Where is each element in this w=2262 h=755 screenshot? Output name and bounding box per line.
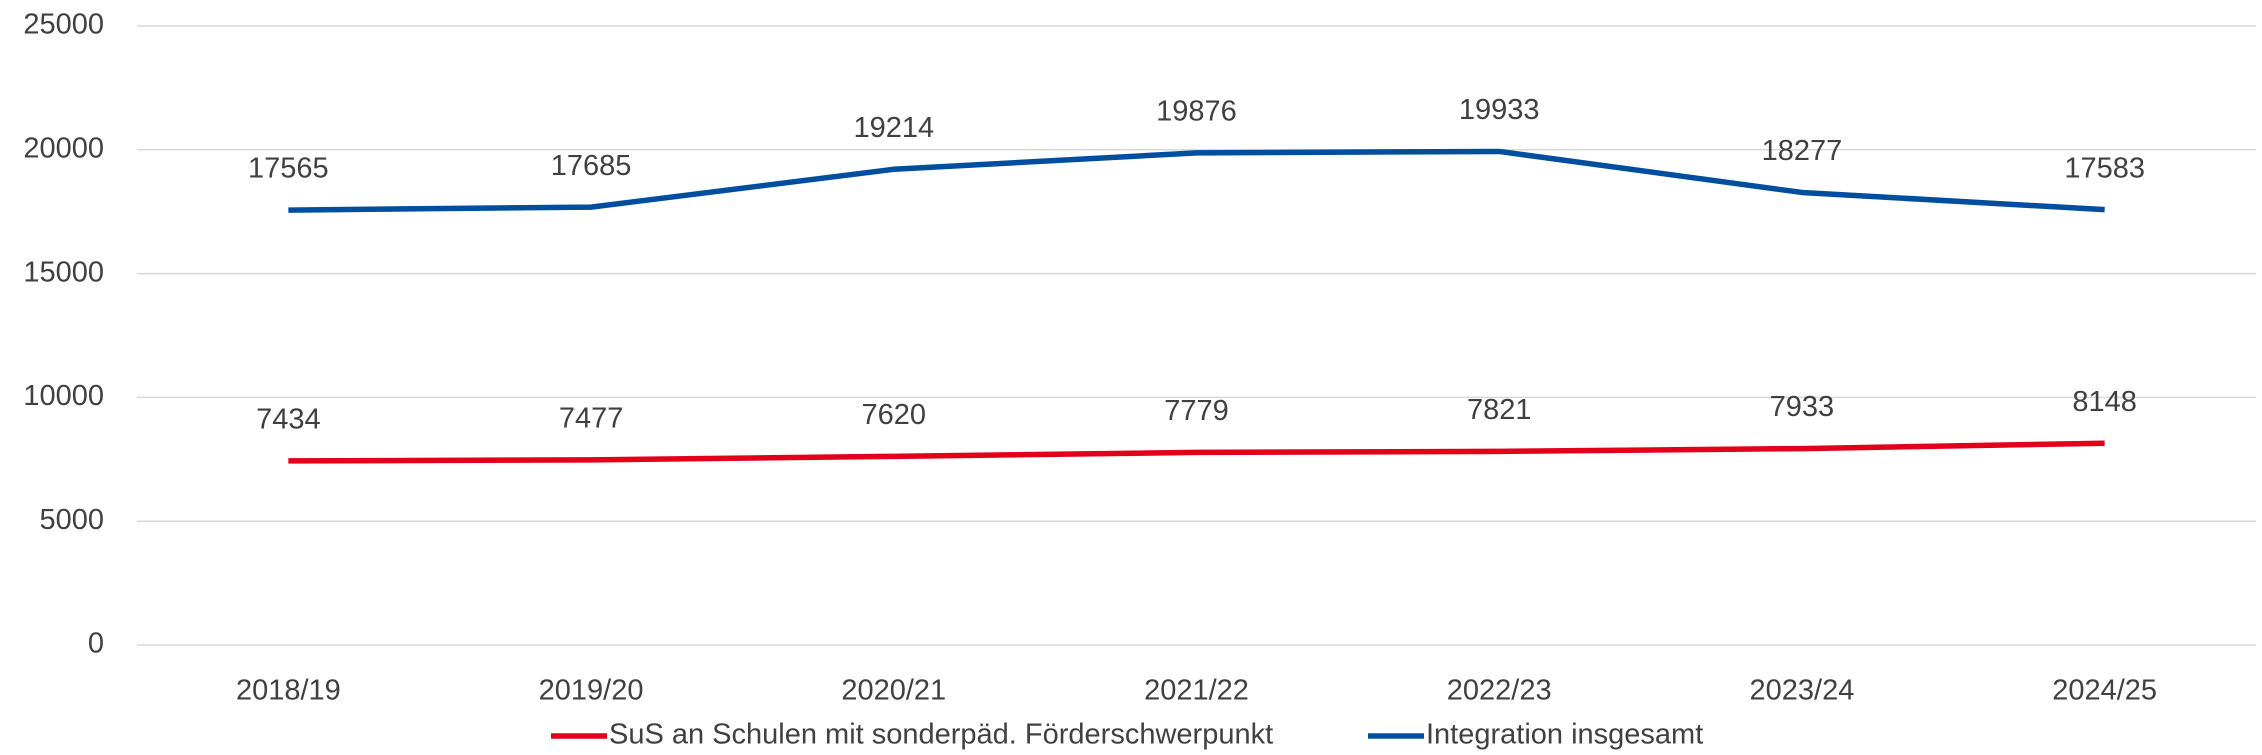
y-tick-label: 0 [88,628,104,660]
data-label: 7933 [1770,391,1835,423]
data-label: 19876 [1156,96,1237,128]
data-line [288,148,2105,213]
data-label: 7477 [559,403,624,435]
y-tick-label: 15000 [23,256,104,288]
y-tick-label: 20000 [23,132,104,164]
data-label: 7821 [1467,394,1532,426]
legend-label: SuS an Schulen mit sonderpäd. Förderschw… [609,719,1273,751]
x-tick-label: 2019/20 [539,675,644,707]
y-tick-label: 5000 [39,504,104,536]
x-tick-label: 2022/23 [1447,675,1552,707]
data-label: 7779 [1164,395,1229,427]
data-label: 19933 [1459,94,1540,126]
x-tick-label: 2021/22 [1144,675,1249,707]
data-label: 17565 [248,153,329,185]
data-label: 17583 [2064,152,2145,184]
legend-label: Integration insgesamt [1426,719,1703,751]
data-label: 7434 [256,404,321,436]
data-line [288,440,2105,464]
y-tick-label: 10000 [23,380,104,412]
data-label: 7620 [862,399,927,431]
data-label: 18277 [1762,135,1843,167]
data-label: 19214 [853,112,934,144]
x-tick-label: 2024/25 [2052,675,2157,707]
data-label: 17685 [551,150,632,182]
x-tick-label: 2018/19 [236,675,341,707]
y-tick-label: 25000 [23,9,104,41]
data-label: 8148 [2072,386,2137,418]
x-tick-label: 2020/21 [841,675,946,707]
x-tick-label: 2023/24 [1750,675,1855,707]
